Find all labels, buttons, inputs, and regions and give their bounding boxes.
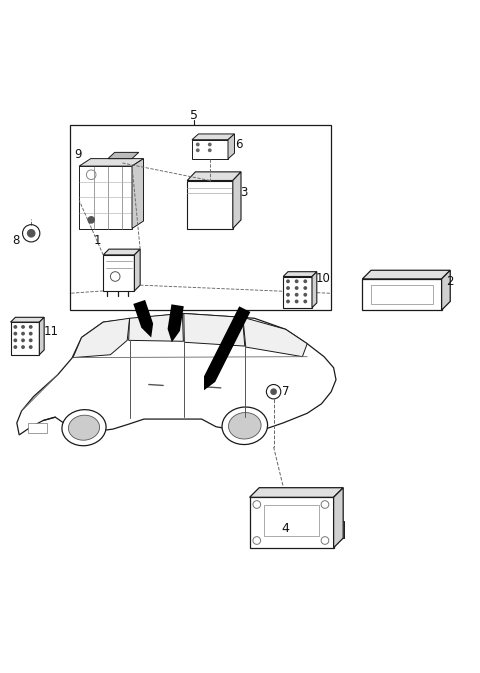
Circle shape <box>29 339 33 343</box>
Polygon shape <box>283 272 317 277</box>
Circle shape <box>196 148 200 152</box>
Polygon shape <box>133 300 153 337</box>
Circle shape <box>87 216 95 223</box>
Text: 4: 4 <box>282 522 289 535</box>
Polygon shape <box>283 277 312 308</box>
Circle shape <box>303 299 307 304</box>
Circle shape <box>303 286 307 290</box>
Polygon shape <box>204 306 251 390</box>
Polygon shape <box>442 271 450 310</box>
Circle shape <box>21 332 25 336</box>
Circle shape <box>27 229 36 238</box>
Polygon shape <box>132 159 144 229</box>
Circle shape <box>21 339 25 343</box>
Text: 2: 2 <box>446 275 454 288</box>
Polygon shape <box>168 304 184 343</box>
Polygon shape <box>108 152 139 159</box>
Circle shape <box>303 293 307 297</box>
Polygon shape <box>103 249 140 255</box>
Polygon shape <box>250 488 343 497</box>
Polygon shape <box>79 166 132 229</box>
Circle shape <box>13 332 17 336</box>
Circle shape <box>295 279 299 283</box>
Circle shape <box>29 345 33 349</box>
Polygon shape <box>192 140 228 159</box>
Ellipse shape <box>69 415 99 440</box>
Polygon shape <box>184 314 245 346</box>
Text: 3: 3 <box>240 186 247 199</box>
Circle shape <box>286 293 290 297</box>
Text: 6: 6 <box>235 138 243 151</box>
Polygon shape <box>243 317 307 357</box>
Polygon shape <box>11 322 39 355</box>
Bar <box>264 505 319 536</box>
Circle shape <box>303 279 307 283</box>
Circle shape <box>286 279 290 283</box>
Bar <box>371 285 433 304</box>
Circle shape <box>295 293 299 297</box>
Polygon shape <box>103 255 134 291</box>
Circle shape <box>295 286 299 290</box>
Text: 1: 1 <box>94 234 101 247</box>
Polygon shape <box>79 159 144 166</box>
Polygon shape <box>11 317 44 322</box>
Text: 11: 11 <box>43 325 58 339</box>
Polygon shape <box>334 488 343 548</box>
Polygon shape <box>334 522 344 538</box>
Bar <box>28 423 47 433</box>
Polygon shape <box>73 318 130 357</box>
Text: 9: 9 <box>74 147 82 161</box>
Text: 5: 5 <box>191 109 198 122</box>
Circle shape <box>286 286 290 290</box>
Ellipse shape <box>222 407 267 445</box>
Circle shape <box>13 345 17 349</box>
Polygon shape <box>228 134 235 159</box>
Text: 8: 8 <box>12 234 19 247</box>
Polygon shape <box>129 314 183 341</box>
Polygon shape <box>233 172 241 229</box>
Polygon shape <box>17 314 336 435</box>
Polygon shape <box>362 279 442 310</box>
Polygon shape <box>312 272 317 308</box>
Circle shape <box>21 345 25 349</box>
Polygon shape <box>362 271 450 279</box>
Circle shape <box>208 148 212 152</box>
Circle shape <box>295 299 299 304</box>
Bar <box>70 125 331 310</box>
Circle shape <box>21 325 25 329</box>
Polygon shape <box>192 134 235 140</box>
Circle shape <box>13 339 17 343</box>
Polygon shape <box>187 172 241 180</box>
Circle shape <box>29 325 33 329</box>
Circle shape <box>208 143 212 147</box>
Polygon shape <box>187 180 233 229</box>
Circle shape <box>286 299 290 304</box>
Polygon shape <box>250 497 334 548</box>
Circle shape <box>196 143 200 147</box>
Circle shape <box>29 332 33 336</box>
Circle shape <box>270 388 277 395</box>
Polygon shape <box>134 249 140 291</box>
Polygon shape <box>39 317 44 355</box>
Ellipse shape <box>62 410 106 446</box>
Circle shape <box>13 325 17 329</box>
Text: 7: 7 <box>282 385 290 398</box>
Ellipse shape <box>228 413 261 439</box>
Text: 10: 10 <box>316 273 331 285</box>
